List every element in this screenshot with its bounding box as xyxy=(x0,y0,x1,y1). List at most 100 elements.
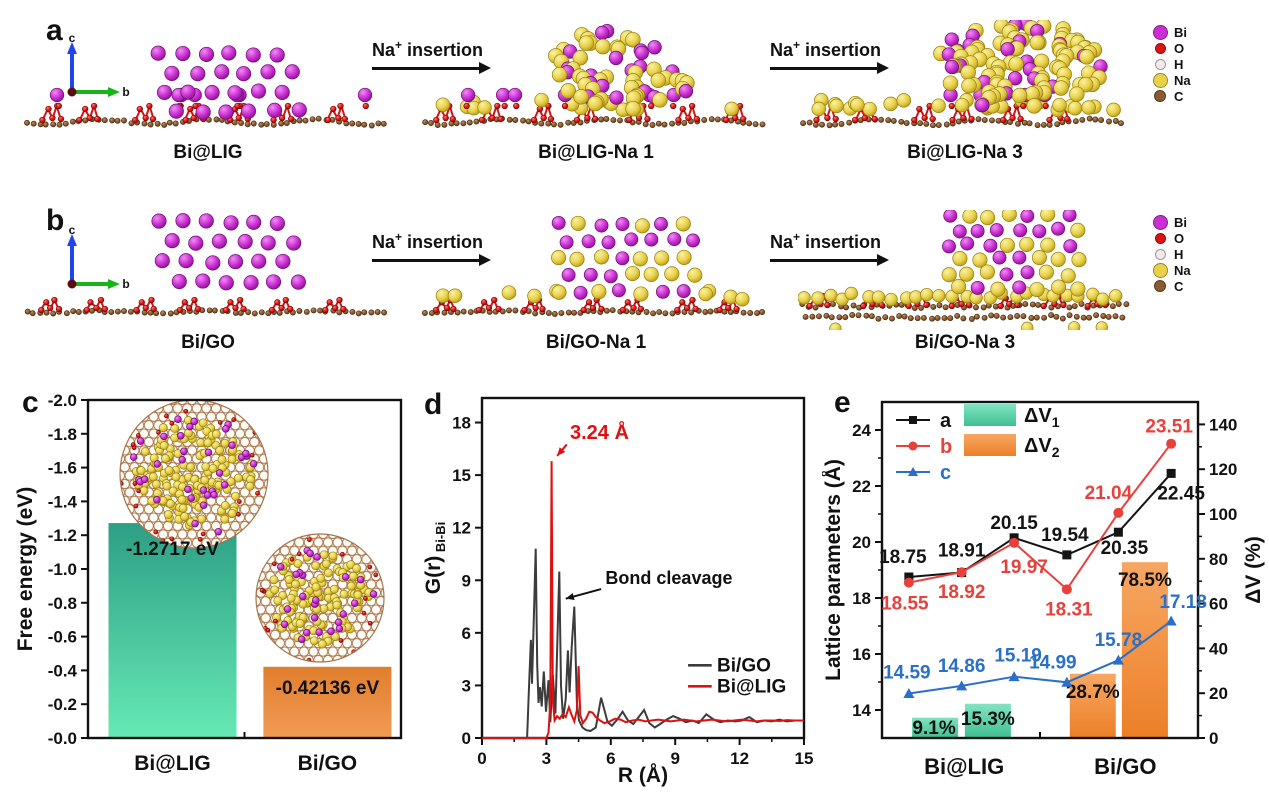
delta-v-label: 9.1% xyxy=(912,718,955,739)
lattice-value-label: 18.31 xyxy=(1045,599,1093,620)
svg-text:-1.2: -1.2 xyxy=(48,526,77,545)
free-energy-axis-title: Free energy (eV) xyxy=(14,487,37,652)
svg-text:3: 3 xyxy=(462,676,471,695)
molecular-structure-image xyxy=(798,210,1130,330)
na-insertion-arrow: Na+ insertion xyxy=(770,38,889,74)
lattice-axis-title: Lattice parameters (Å) xyxy=(822,459,845,681)
arrow-shaft xyxy=(372,254,491,266)
legend-item-H: H xyxy=(1152,56,1191,72)
lattice-series-c xyxy=(908,620,1172,695)
structure-bi-go-na3: Bi/GO-Na 3 xyxy=(798,210,1132,354)
legend-item-Na: Na xyxy=(1152,72,1191,88)
legend-item-O: O xyxy=(1152,40,1191,56)
legend-swatch-O xyxy=(1154,42,1166,54)
structure-caption: Bi@LIG xyxy=(173,142,243,163)
svg-text:14: 14 xyxy=(852,701,871,720)
svg-text:15: 15 xyxy=(795,749,814,768)
legend-item-H: H xyxy=(1152,246,1191,262)
legend-item-O: O xyxy=(1152,230,1191,246)
svg-text:20: 20 xyxy=(1209,684,1228,703)
na-insertion-arrow: Na+ insertion xyxy=(372,230,491,266)
svg-text:Bi/GO: Bi/GO xyxy=(298,752,358,775)
svg-text:-0.4: -0.4 xyxy=(48,661,78,680)
svg-text:3: 3 xyxy=(542,749,551,768)
svg-text:12: 12 xyxy=(730,749,749,768)
lattice-value-label: 18.91 xyxy=(938,541,986,562)
delta-v2-bar xyxy=(1069,673,1116,738)
delta-v-label: 28.7% xyxy=(1066,682,1120,703)
legend-item-C: C xyxy=(1152,278,1191,294)
free-energy-chart-block: -1.2717 eV -0.42136 eV -2.0 -1.8 -1.6 -1.4 -1.… xyxy=(8,386,414,794)
na-insertion-label: Na+ insertion xyxy=(770,230,882,252)
series-legend-a: a xyxy=(940,410,952,432)
molecular-structure-image xyxy=(800,20,1124,129)
lattice-value-label: 18.55 xyxy=(881,594,929,615)
group-label-bi-lig: Bi@LIG xyxy=(924,754,1004,779)
structure-bi-lig-na1: Bi@LIG-Na 1 xyxy=(420,20,772,164)
legend-swatch-C xyxy=(1154,90,1166,102)
svg-text:140: 140 xyxy=(1209,415,1237,434)
svg-text:b: b xyxy=(122,85,129,99)
svg-text:0: 0 xyxy=(1209,729,1218,748)
molecular-structure-image xyxy=(422,23,766,128)
rdf-legend-Bi@LIG: Bi@LIG xyxy=(717,676,786,697)
legend-swatch-Na xyxy=(1152,262,1168,278)
molecular-structure-image xyxy=(24,213,388,317)
lattice-value-label: 20.15 xyxy=(990,513,1038,534)
legend-item-Na: Na xyxy=(1152,262,1191,278)
svg-text:c: c xyxy=(69,226,76,237)
legend-swatch-Na xyxy=(1152,72,1168,88)
inset-bi-lig-cluster xyxy=(119,399,269,549)
svg-text:b: b xyxy=(122,277,129,291)
arrow-shaft xyxy=(372,62,491,74)
rdf-chart-block: 0 3 6 9 12 15 18 0 3 6 9 12 15 3.24 Å Bond cleavage Bi/… xyxy=(418,386,820,794)
svg-text:12: 12 xyxy=(452,519,471,538)
panel-b-letter: b xyxy=(46,204,65,237)
structure-caption: Bi/GO-Na 3 xyxy=(914,332,1016,353)
svg-text:0: 0 xyxy=(462,729,471,748)
legend-label: H xyxy=(1174,56,1184,72)
legend-label: Na xyxy=(1174,72,1191,88)
svg-text:Bi@LIG: Bi@LIG xyxy=(134,752,210,775)
arrow-shaft xyxy=(770,254,889,266)
atom-legend: Bi O H Na C xyxy=(1152,214,1191,294)
na-insertion-label: Na+ insertion xyxy=(770,38,882,60)
svg-text:22: 22 xyxy=(852,477,871,496)
lattice-value-label: 18.92 xyxy=(938,582,986,603)
arrow-head xyxy=(877,254,889,266)
molecular-structure-image xyxy=(421,215,766,317)
svg-text:80: 80 xyxy=(1209,550,1228,569)
lattice-value-label: 23.51 xyxy=(1145,417,1193,438)
svg-text:6: 6 xyxy=(462,624,471,643)
delta-v-axis-title: ΔV (%) xyxy=(1242,536,1265,604)
lattice-series-b xyxy=(908,443,1172,591)
panel-c-letter: c xyxy=(22,386,39,419)
legend-item-C: C xyxy=(1152,88,1191,104)
rdf-legend-Bi/GO: Bi/GO xyxy=(717,655,771,676)
legend-label: O xyxy=(1174,40,1185,56)
legend-label: C xyxy=(1174,278,1184,294)
delta-v-label: 78.5% xyxy=(1118,570,1172,591)
inset-bi-go-cluster xyxy=(255,533,385,663)
svg-text:100: 100 xyxy=(1209,505,1237,524)
legend-swatch-Bi xyxy=(1152,24,1168,40)
legend-item-Bi: Bi xyxy=(1152,24,1191,40)
delta-v1-bar xyxy=(912,717,959,738)
lattice-parameters-chart: 14 16 18 20 22 24 0 20 40 60 80 100 120 140 9.1% 15.3% 2… xyxy=(821,400,1265,779)
rdf-line-chart: 0 3 6 9 12 15 18 0 3 6 9 12 15 3.24 Å Bond cleavage Bi/… xyxy=(422,396,814,787)
rdf-x-axis-title: R (Å) xyxy=(618,763,668,787)
legend-swatch-C xyxy=(1154,280,1166,292)
panel-d-letter: d xyxy=(424,388,443,421)
legend-label: O xyxy=(1174,230,1185,246)
svg-text:-0.0: -0.0 xyxy=(48,729,77,748)
legend-swatch-H xyxy=(1154,58,1166,70)
structure-bi-go: Bi/GO xyxy=(22,210,394,354)
svg-text:24: 24 xyxy=(852,421,871,440)
series-legend-c: c xyxy=(940,462,951,484)
svg-text:-1.6: -1.6 xyxy=(48,459,77,478)
svg-text:-0.2: -0.2 xyxy=(48,695,77,714)
lattice-parameters-chart-block: 14 16 18 20 22 24 0 20 40 60 80 100 120 140 9.1% 15.3% 2… xyxy=(821,386,1269,794)
lattice-value-label: 14.59 xyxy=(883,662,931,683)
legend-swatch-O xyxy=(1154,232,1166,244)
